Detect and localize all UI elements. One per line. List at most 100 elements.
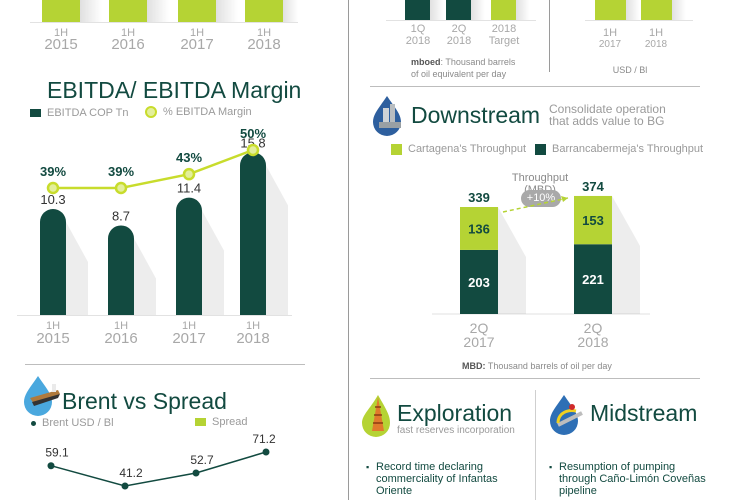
barrancabermeja-label: 203 (468, 275, 490, 290)
margin-point (114, 181, 128, 195)
margin-label: 43% (176, 150, 202, 165)
throughput-chart: 203 136 339 221 153 374 (432, 179, 650, 315)
legend-cartagena: Cartagena's Throughput (391, 143, 526, 155)
brent-point (47, 462, 55, 470)
tick-q: 2Q (583, 320, 603, 336)
margin-point (182, 167, 196, 181)
ebitda-bar-label: 8.7 (112, 208, 130, 223)
tick-year: 2017 (463, 334, 495, 350)
tick-year: 2016 (104, 330, 138, 347)
bar-shadow (202, 210, 224, 315)
tick-year: 2018 (577, 334, 609, 350)
top-left-axis (30, 22, 298, 23)
downstream-top-divider (370, 86, 700, 87)
cartagena-bar (460, 207, 498, 250)
top-right-divider (549, 0, 550, 72)
margin-point (246, 143, 260, 157)
tick-year: 2017 (598, 39, 622, 50)
tick-half: 1H (113, 320, 129, 332)
tick-half: 1H (245, 320, 261, 332)
brent-label: 71.2 (252, 432, 276, 446)
midstream-bullet: Resumption of pumping through Caño-Limón… (549, 461, 709, 497)
tick-year: 2018 (236, 330, 270, 347)
ebitda-bar (240, 152, 266, 315)
total-label: 339 (468, 190, 490, 205)
tick-year: 2017 (180, 36, 214, 53)
pipeline-drop-icon (550, 395, 583, 435)
legend-swatch-lime (195, 418, 206, 426)
margin-point (46, 181, 60, 195)
brent-top-divider (25, 364, 305, 365)
tick-year: 2018 (247, 36, 281, 53)
top-left-bar-3 (178, 0, 216, 22)
tick-year: 2016 (111, 36, 145, 53)
brent-label: 52.7 (190, 453, 214, 467)
top-left-bar-1 (42, 0, 80, 22)
brent-label: 59.1 (45, 446, 69, 460)
margin-line (53, 148, 254, 190)
bar-shadow (612, 195, 640, 314)
mboed-note: mboed: Thousand barrels of oil equivalen… (411, 57, 516, 79)
brent-legend-line: Brent USD / Bl (31, 417, 114, 429)
tick-q: 2Q (469, 320, 489, 336)
tick-half: 1H (189, 27, 205, 39)
mbd-note: MBD: Thousand barrels of oil per day (462, 361, 612, 371)
top-left-bar-4 (245, 0, 283, 22)
tick-half: 1H (181, 320, 197, 332)
margin-label: 39% (108, 164, 134, 179)
ebitda-legend-bar: EBITDA COP Tn (30, 107, 129, 119)
top-right-bar-1 (595, 0, 626, 20)
ebitda-legend-line: % EBITDA Margin (145, 106, 252, 118)
legend-swatch-lime (391, 143, 402, 155)
tick-year: 2017 (172, 330, 206, 347)
tick-half: 1H (45, 320, 61, 332)
tick-half: 1H (53, 27, 69, 39)
tick-half: 1H (648, 27, 664, 39)
growth-badge: +10% (521, 190, 561, 207)
bar-shadow (266, 165, 288, 315)
tick-year: 2018 (644, 39, 668, 50)
brent-line (50, 451, 267, 487)
exploration-bullet: Record time declaring commerciality of I… (366, 461, 526, 497)
brent-point (121, 482, 129, 490)
center-divider (348, 0, 349, 500)
ebitda-bar (40, 208, 66, 315)
legend-barrancabermeja: Barrancabermeja's Throughput (535, 143, 703, 155)
bar-shadow (66, 221, 88, 315)
brent-legend-spread: Spread (195, 416, 247, 428)
growth-arrowhead (561, 195, 568, 202)
legend-dot-dark (31, 420, 36, 426)
margin-label: 50% (240, 126, 266, 141)
tanker-drop-icon (24, 376, 60, 416)
top-mid-bar-3 (491, 0, 516, 20)
exploration-subtitle: fast reserves incorporation (397, 425, 515, 436)
exploration-top-divider (370, 378, 700, 379)
total-label: 374 (582, 179, 604, 194)
bar-shadow (498, 207, 526, 314)
ebitda-bar (108, 225, 134, 315)
top-mid-axis (386, 20, 536, 21)
tick-q: 1Q (410, 23, 426, 35)
bar-shadow (134, 238, 156, 315)
barrancabermeja-label: 221 (582, 272, 604, 287)
legend-swatch-dark (30, 109, 41, 117)
cartagena-label: 153 (582, 213, 604, 228)
refinery-drop-icon (373, 96, 401, 136)
barrancabermeja-bar (574, 244, 612, 314)
tick-year: 2015 (36, 330, 70, 347)
ebitda-bar-label: 11.4 (177, 181, 201, 196)
ebitda-bar-label: 10.3 (40, 192, 65, 207)
ebitda-x-axis (17, 315, 292, 316)
tick-half: 1H (602, 27, 618, 39)
tick-half: 1H (120, 27, 136, 39)
brent-label: 41.2 (119, 466, 143, 480)
exploration-midstream-divider (535, 390, 536, 500)
tick-year: Target (488, 35, 520, 47)
exploration-title: Exploration (397, 400, 513, 426)
brent-point (192, 469, 200, 477)
tick-q: 2018 (491, 23, 517, 35)
growth-arrow (502, 197, 569, 213)
brent-title: Brent vs Spread (62, 388, 227, 414)
downstream-title: Downstream (411, 102, 541, 128)
ebitda-bar-label: 15.8 (240, 135, 265, 150)
